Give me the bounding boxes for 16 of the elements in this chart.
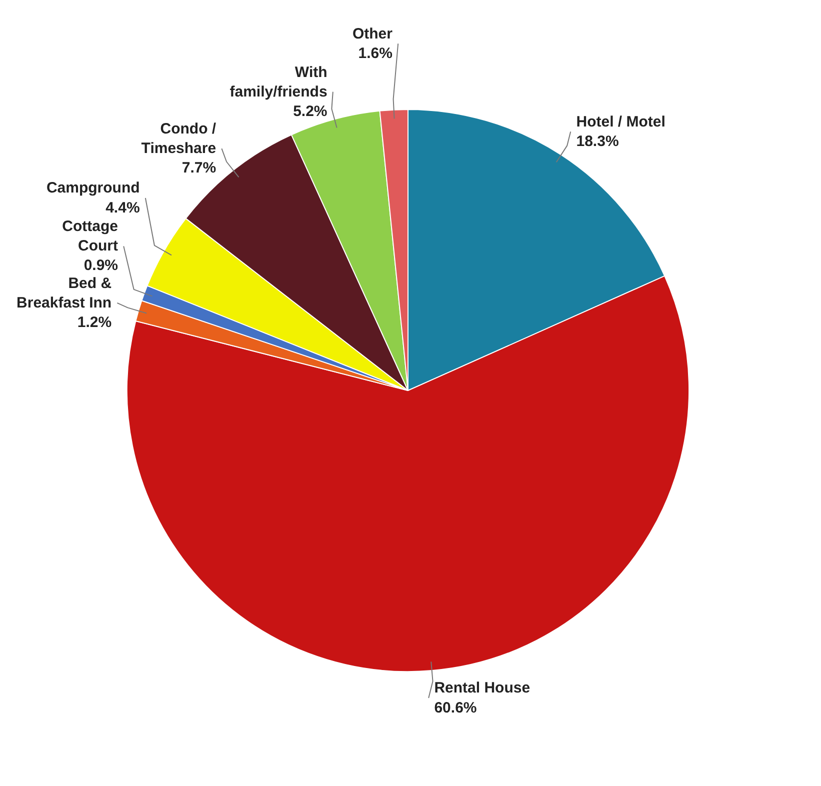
slice-label: Cottage Court: [62, 218, 118, 255]
slice-label: With family/friends: [230, 64, 328, 100]
data-label: 4.4%: [106, 199, 140, 216]
slice-label: Rental House: [434, 680, 530, 697]
data-label: 0.9%: [84, 257, 118, 274]
data-label: 1.6%: [358, 44, 392, 62]
slice-label: Bed & Breakfast Inn: [16, 274, 112, 312]
slice-label: Condo / Timeshare: [141, 120, 217, 158]
data-label: 18.3%: [576, 132, 619, 150]
slice-label: Other: [352, 25, 393, 42]
data-label: 7.7%: [182, 160, 216, 177]
data-label: 5.2%: [293, 102, 328, 120]
data-label: 60.6%: [434, 699, 477, 716]
slice-label: Hotel / Motel: [576, 113, 666, 130]
data-label: 1.2%: [77, 314, 112, 331]
slice-label: Campground: [46, 180, 140, 197]
